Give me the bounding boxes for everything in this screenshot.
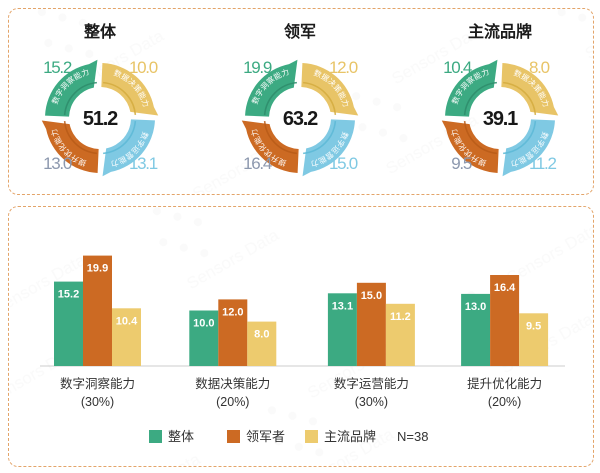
svg-text:领军者: 领军者 <box>246 429 285 444</box>
svg-text:N=38: N=38 <box>397 429 428 444</box>
svg-text:主流品牌: 主流品牌 <box>324 429 376 444</box>
svg-text:整体: 整体 <box>168 429 194 444</box>
